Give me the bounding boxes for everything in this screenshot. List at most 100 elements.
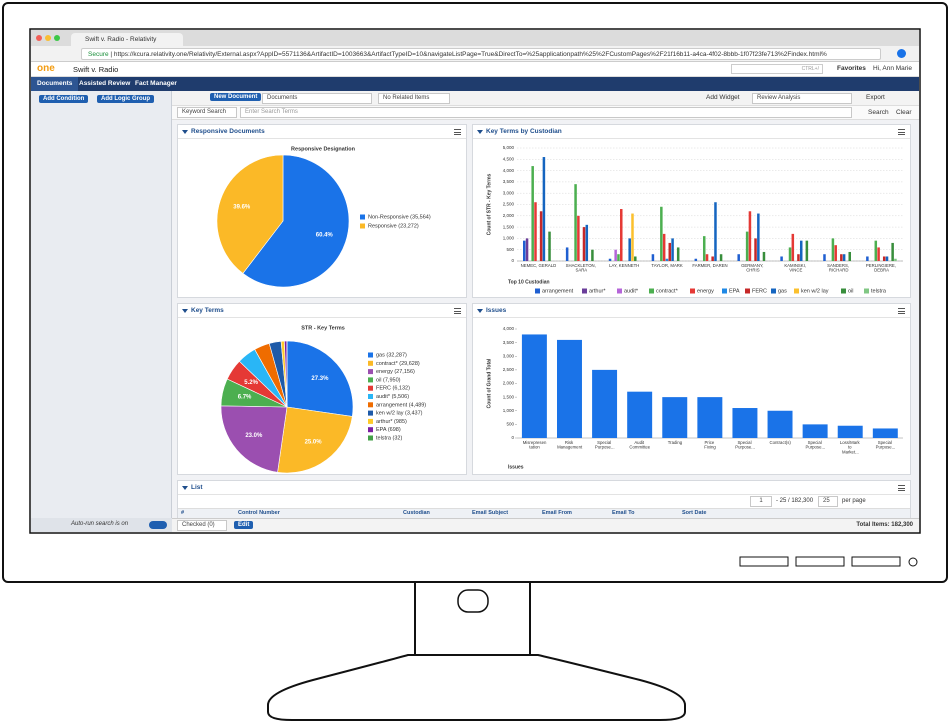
bar (745, 231, 749, 261)
column-header[interactable]: Email From (542, 510, 572, 516)
legend-swatch (864, 288, 869, 294)
column-header[interactable]: Control Number (238, 510, 280, 516)
pie-slice (286, 340, 354, 417)
bar (791, 233, 795, 261)
bar (617, 254, 620, 261)
legend-swatch (582, 288, 587, 294)
checked-select[interactable]: Checked (0) (177, 520, 227, 531)
bar (711, 256, 714, 261)
monitor-button[interactable] (851, 556, 901, 567)
monitor-button[interactable] (739, 556, 789, 567)
stand-neck (414, 583, 531, 655)
bar (565, 247, 569, 261)
toolbar: New Document Documents No Related Items … (172, 91, 919, 106)
legend-swatch (617, 288, 622, 294)
minimize-dot[interactable] (45, 35, 51, 41)
bar (651, 254, 655, 261)
collapse-icon[interactable] (182, 309, 188, 313)
x-tick-label: Special Purpose... (735, 440, 755, 450)
page-input[interactable]: 1 (750, 496, 772, 507)
pie-slice (220, 405, 288, 473)
nav-tab[interactable]: Fact Manager (135, 80, 177, 87)
column-header[interactable]: # (181, 510, 185, 516)
legend-swatch (745, 288, 750, 294)
view-select[interactable]: Documents (262, 93, 372, 104)
monitor-button[interactable] (795, 556, 845, 567)
bar (831, 238, 835, 261)
legend-label: gas (32,287) (376, 352, 407, 358)
screen: Swift v. Radio - Relativity Secure | htt… (31, 30, 919, 532)
widget-header: Key Terms (178, 304, 466, 318)
url-box[interactable]: Secure | https://kcura.relativity.one/Re… (81, 48, 881, 60)
stand-base (267, 654, 686, 721)
related-select[interactable]: No Related Items (378, 93, 450, 104)
slice-label: 39.6% (233, 205, 251, 211)
bar (582, 227, 586, 261)
favorites[interactable]: Favorites (837, 65, 866, 72)
per-page-select[interactable]: 25 (818, 496, 838, 507)
widget-menu[interactable] (898, 308, 905, 314)
bar (823, 254, 826, 261)
column-header[interactable]: Custodian (403, 510, 430, 516)
legend-label: audit* (624, 288, 639, 294)
slice-label: 23.0% (245, 433, 263, 439)
collapse-icon[interactable] (182, 486, 188, 490)
nav-tab[interactable]: Documents (31, 77, 79, 91)
x-tick-label: Special Purpose... (805, 440, 825, 450)
widget-menu[interactable] (454, 129, 461, 135)
chart-title: Responsive Designation (291, 146, 356, 152)
add-widget[interactable]: Add Widget (706, 94, 740, 101)
bar (842, 254, 846, 261)
legend-label: audit* (5,506) (376, 394, 409, 400)
legend-label: Responsive (23,272) (368, 223, 419, 229)
bar (802, 424, 828, 438)
widget-menu[interactable] (454, 308, 461, 314)
user-menu[interactable]: Hi, Ann Marie (873, 65, 913, 72)
x-tick-label: TAYLOR, MARK (651, 263, 682, 268)
x-tick-label: PERLINGIERE, DEBRA (866, 263, 897, 273)
edit-button[interactable]: Edit (234, 521, 254, 529)
legend-label: ken w/2 lay (801, 288, 829, 294)
collapse-icon[interactable] (477, 130, 483, 134)
dashboard-select[interactable]: Review Analysis (752, 93, 852, 104)
legend-label: Non-Responsive (35,564) (368, 214, 431, 220)
collapse-icon[interactable] (182, 130, 188, 134)
search-input[interactable]: Enter Search Terms (240, 107, 852, 118)
nav-tab[interactable]: Assisted Review (79, 80, 131, 87)
close-dot[interactable] (36, 35, 42, 41)
legend-swatch (360, 214, 365, 220)
bar (799, 240, 803, 261)
zoom-dot[interactable] (54, 35, 60, 41)
power-button[interactable] (908, 557, 918, 567)
extension-icon[interactable] (897, 49, 906, 58)
widget-menu[interactable] (898, 485, 905, 491)
bar (671, 238, 674, 261)
search-button[interactable]: Search (868, 109, 889, 116)
clear-button[interactable]: Clear (896, 109, 912, 116)
logo[interactable]: one (37, 63, 55, 74)
new-document[interactable]: New Document (210, 93, 262, 101)
quick-search[interactable]: CTRL+/ (731, 64, 823, 74)
tab-title: Swift v. Radio - Relativity (85, 36, 157, 43)
add-condition[interactable]: Add Condition (39, 95, 89, 103)
bar (874, 240, 878, 261)
export[interactable]: Export (866, 94, 885, 101)
legend-label: energy (27,156) (376, 369, 415, 375)
bar (660, 206, 663, 261)
legend-label: FERC (752, 288, 767, 294)
auto-run-toggle[interactable] (149, 521, 167, 529)
column-header[interactable]: Email Subject (472, 510, 509, 516)
search-row: Keyword Search Enter Search Terms Search… (172, 106, 919, 120)
x-tick-label: LAY, KENNETH (609, 263, 639, 268)
browser-tab[interactable]: Swift v. Radio - Relativity (71, 33, 183, 46)
bar (548, 231, 551, 261)
widget-menu[interactable] (898, 129, 905, 135)
bar (805, 240, 809, 261)
search-mode[interactable]: Keyword Search (177, 107, 237, 118)
add-logic-group[interactable]: Add Logic Group (97, 95, 154, 103)
bar (614, 249, 617, 261)
x-tick-label: GERMANY, CHRIS (741, 263, 765, 273)
column-header[interactable]: Email To (612, 510, 635, 516)
column-header[interactable]: Sort Date (682, 510, 707, 516)
collapse-icon[interactable] (477, 309, 483, 313)
